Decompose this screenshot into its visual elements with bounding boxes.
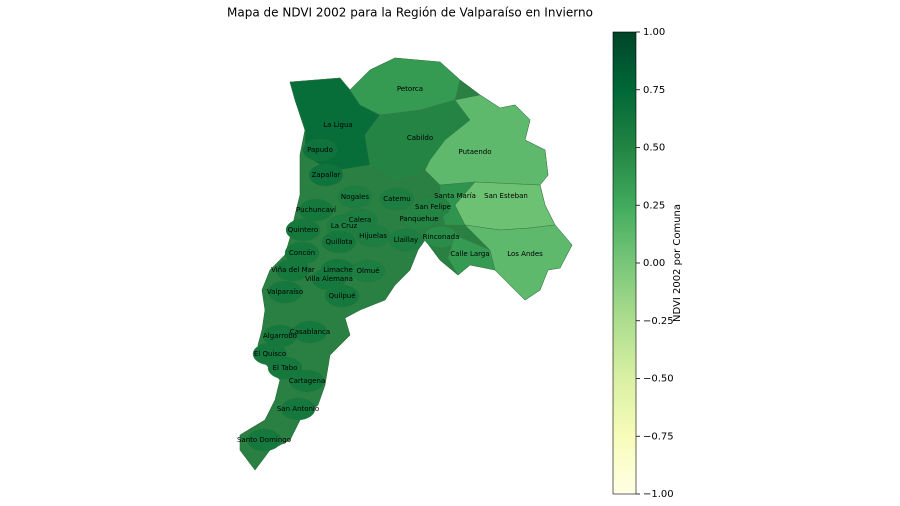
comuna-label: Quillota xyxy=(325,238,352,246)
comuna-label: Nogales xyxy=(341,193,370,201)
comuna-region xyxy=(302,138,338,162)
colorbar-tick-label: −0.25 xyxy=(643,316,674,327)
comuna-region xyxy=(337,185,373,209)
comuna-label: Calle Larga xyxy=(450,250,489,258)
colorbar-tick-label: 0.25 xyxy=(643,200,665,211)
comuna-region xyxy=(275,258,311,282)
comuna-region xyxy=(246,428,282,452)
comuna-label: Algarrobo xyxy=(263,332,297,340)
comuna-region xyxy=(401,207,437,231)
colorbar-tick-label: −0.50 xyxy=(643,374,674,385)
comuna-label: Petorca xyxy=(397,85,423,93)
comuna-label: Cabildo xyxy=(407,134,433,142)
map-title: Mapa de NDVI 2002 para la Región de Valp… xyxy=(227,6,593,20)
comuna-label: Olmué xyxy=(356,267,379,275)
comuna-label: Concón xyxy=(289,249,315,257)
comuna-region xyxy=(308,163,344,187)
comuna-region xyxy=(289,369,325,393)
comuna-label: Papudo xyxy=(307,146,333,154)
colorbar-tick-label: 0.00 xyxy=(643,258,665,269)
comuna-label: El Quisco xyxy=(254,350,286,358)
comuna-label: Quilpué xyxy=(328,292,355,300)
comuna-label: Casablanca xyxy=(290,328,330,336)
colorbar-tick-label: 1.00 xyxy=(643,27,665,38)
comuna-label: El Tabo xyxy=(273,364,298,372)
colorbar-tick-label: 0.75 xyxy=(643,85,665,96)
comuna-label: Santa María xyxy=(434,192,476,200)
comuna-label: Putaendo xyxy=(458,148,491,156)
comuna-label: Calera xyxy=(349,216,372,224)
comuna-label: Hijuelas xyxy=(359,232,387,240)
comuna-region xyxy=(280,397,316,421)
comuna-label: Panquehue xyxy=(400,215,439,223)
comuna-label: Zapallar xyxy=(312,171,341,179)
colorbar-tick-label: −0.75 xyxy=(643,431,674,442)
comuna-region xyxy=(285,218,321,242)
comuna-label: Limache xyxy=(323,266,353,274)
comuna-region xyxy=(321,230,357,254)
comuna-region xyxy=(298,198,334,222)
comuna-label: Valparaíso xyxy=(267,288,303,296)
comuna-region xyxy=(388,228,424,252)
comuna-label: San Felipe xyxy=(415,203,451,211)
comuna-label: Quintero xyxy=(288,226,318,234)
comuna-label: Puchuncaví xyxy=(296,206,337,214)
comuna-label: Viña del Mar xyxy=(271,266,315,274)
comuna-region xyxy=(424,94,549,186)
colorbar-label: NDVI 2002 por Comuna xyxy=(672,204,683,322)
comuna-label: Catemu xyxy=(383,195,410,203)
colorbar-tick-label: −1.00 xyxy=(643,489,674,500)
comuna-label: La Ligua xyxy=(323,121,352,129)
comuna-label: San Antonio xyxy=(277,405,319,413)
comuna-label: Rinconada xyxy=(423,233,460,241)
comuna-region xyxy=(464,224,573,301)
comuna-region xyxy=(454,181,556,231)
comuna-label: Santo Domingo xyxy=(237,436,291,444)
comuna-label: La Cruz xyxy=(331,222,358,230)
comuna-label: Villa Alemana xyxy=(305,275,353,283)
comuna-region xyxy=(267,280,303,304)
comuna-region xyxy=(324,284,360,308)
comuna-region xyxy=(267,356,303,380)
comuna-label: Los Andes xyxy=(507,250,543,258)
colorbar-tick-label: 0.50 xyxy=(643,143,665,154)
comuna-region xyxy=(350,259,386,283)
comuna-label: San Esteban xyxy=(484,192,528,200)
comuna-label: Cartagena xyxy=(289,377,326,385)
comuna-label: Llaillay xyxy=(394,236,418,244)
colorbar xyxy=(612,31,637,495)
comuna-region xyxy=(379,187,415,211)
